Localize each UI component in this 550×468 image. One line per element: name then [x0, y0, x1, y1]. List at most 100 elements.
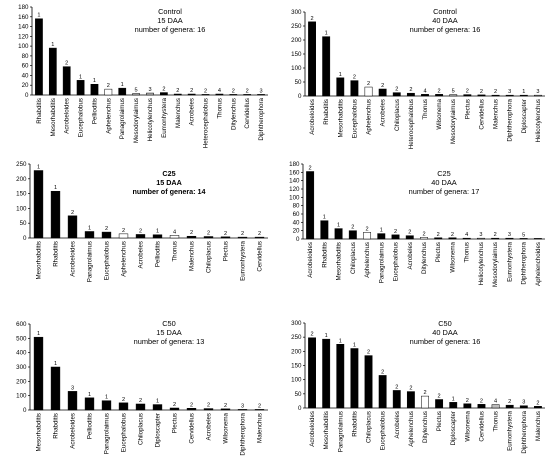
bar	[449, 94, 458, 97]
bar	[35, 18, 43, 96]
bar	[505, 404, 514, 409]
bar-data-label: 1	[79, 74, 82, 80]
y-tick-label: 100	[289, 194, 300, 201]
bar-data-label: 5	[522, 232, 525, 238]
x-category-label: Rhabditis	[351, 411, 358, 437]
x-category-label: Aphelenchus	[105, 98, 112, 134]
bar	[135, 403, 146, 411]
bar	[334, 228, 343, 240]
y-tick-label: 50	[295, 391, 302, 398]
x-category-label: Thonus	[216, 98, 223, 119]
x-category-label: Acrobeloides	[70, 413, 77, 449]
bar	[434, 237, 443, 240]
x-category-label: Cervidellus	[478, 99, 485, 130]
x-category-label: Eumonhystera	[161, 97, 168, 137]
x-category-label: Panagrolaimus	[104, 413, 111, 454]
bar-data-label: 2	[105, 226, 108, 232]
bar	[533, 238, 542, 240]
bar-data-label: 4	[173, 229, 176, 235]
x-category-label: Eucephalobus	[393, 242, 400, 281]
y-tick-label: 200	[16, 176, 27, 183]
y-tick-label: 40	[293, 219, 300, 226]
y-tick-label: 160	[289, 169, 300, 176]
x-category-label: Acrobeles	[189, 98, 196, 126]
y-tick-label: 300	[291, 320, 302, 327]
x-category-label: Acrobeloides	[309, 411, 316, 447]
bar-data-label: 3	[479, 232, 482, 238]
chart-panel-control-40daa: 0 50 100 150 200 250 300 2 Acrobeloides 1 Rhabditi…	[275, 0, 550, 150]
chart-title: Control	[158, 7, 182, 16]
bar	[132, 93, 140, 96]
x-category-label: Acrobeles	[206, 413, 213, 441]
y-tick-label: 120	[18, 33, 29, 40]
bar-data-label: 2	[480, 398, 483, 404]
bar	[463, 403, 472, 409]
bar-data-label: 2	[65, 61, 68, 67]
bar	[169, 235, 180, 239]
y-tick-label: 200	[291, 348, 302, 355]
genera-count-note: number of genera: 17	[409, 187, 480, 196]
x-category-label: Thonus	[422, 99, 429, 120]
x-category-label: Ditylenchus	[230, 98, 237, 130]
y-tick-label: 300	[291, 9, 302, 16]
y-tick-label: 100	[16, 393, 27, 400]
bar-data-label: 4	[423, 88, 426, 94]
bar	[448, 237, 457, 240]
x-category-label: Eumonhystera	[240, 240, 247, 280]
bar	[90, 83, 99, 96]
bar	[101, 400, 112, 411]
bar	[505, 94, 514, 97]
bar-data-label: 2	[190, 88, 193, 94]
bar	[519, 94, 528, 97]
bar	[534, 406, 542, 409]
x-category-label: Rhabditis	[36, 98, 43, 124]
bar-data-label: 2	[437, 232, 440, 238]
bar	[203, 408, 214, 411]
bar-data-label: 2	[258, 231, 261, 237]
bar	[33, 170, 44, 239]
bar	[519, 405, 528, 409]
bar-data-label: 2	[258, 403, 261, 409]
bar	[257, 94, 265, 96]
bar-data-label: 1	[452, 396, 455, 402]
genera-count-note: number of genera: 14	[132, 187, 205, 196]
y-tick-label: 150	[16, 191, 27, 198]
bar	[104, 88, 113, 96]
chart-subtitle: 40 DAA	[432, 16, 458, 25]
bar	[201, 94, 210, 96]
bar	[254, 409, 265, 411]
y-tick-label: 100	[291, 377, 302, 384]
bar-data-label: 2	[408, 230, 411, 236]
chart-svg: 0 20 40 60 80 100 120 140 160 180 1 Rhabditis 1 Mesor…	[18, 4, 268, 148]
y-tick-label: 20	[293, 228, 300, 235]
x-category-label: Panagrolaimus	[337, 411, 344, 452]
x-category-label: Acrobeloides	[307, 242, 314, 278]
bar	[477, 94, 486, 97]
x-category-label: Malenchus	[493, 99, 500, 129]
x-category-label: Pellioditis	[91, 98, 98, 124]
bar-data-label: 1	[54, 185, 57, 191]
bar	[491, 237, 500, 240]
bar-data-label: 1	[121, 82, 124, 88]
bar	[118, 402, 129, 411]
x-category-label: Diploscapter	[450, 411, 457, 445]
x-category-label: Cervidellus	[257, 241, 264, 272]
x-category-label: Pellioditis	[87, 413, 94, 439]
chart-title: C25	[162, 169, 175, 178]
bar	[186, 408, 197, 411]
genera-count-note: number of genera: 16	[410, 25, 481, 34]
y-tick-label: 400	[16, 350, 27, 357]
bar	[435, 399, 444, 409]
bar-data-label: 2	[190, 402, 193, 408]
bar	[505, 237, 514, 240]
bar	[203, 236, 214, 239]
bar-data-label: 1	[339, 72, 342, 78]
x-category-label: Chiloplacus	[394, 99, 401, 131]
bar	[392, 390, 401, 409]
y-tick-label: 60	[293, 211, 300, 218]
x-category-label: Helicotylenchus	[535, 99, 542, 142]
x-category-label: Chiloplacus	[206, 241, 213, 273]
bar	[421, 94, 429, 97]
y-tick-label: 80	[22, 53, 29, 60]
bar	[421, 395, 429, 409]
